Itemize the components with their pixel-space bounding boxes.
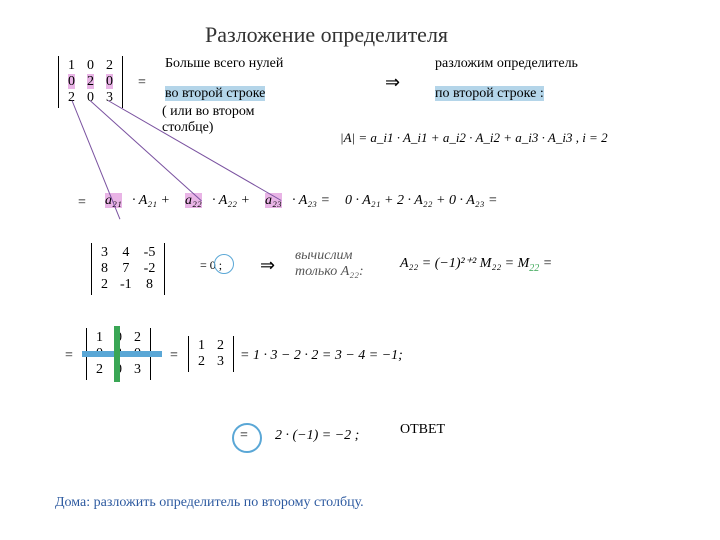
note-or-col: ( или во втором столбце)	[162, 104, 302, 136]
note-second-row: во второй строке	[165, 86, 265, 102]
answer-label: ОТВЕТ	[400, 422, 440, 438]
note-expand: разложим определитель	[435, 56, 615, 72]
A22-term: · A₂₂ +	[212, 193, 250, 209]
values-line: 0 · A₂₁ + 2 · A₂₂ + 0 · A₂₃ =	[345, 193, 497, 209]
equals-1: =	[138, 75, 146, 91]
minor-eq-prefix: =	[65, 348, 73, 364]
page-title: Разложение определителя	[205, 22, 448, 48]
final-calc: 2 · (−1) = −2 ;	[275, 428, 359, 444]
homework: Дома: разложить определитель по второму …	[55, 495, 455, 511]
compute-text: вычислим только A₂₂:	[295, 248, 395, 280]
A23-term: · A₂₃ =	[292, 193, 330, 209]
matrix-2x2: 12 23	[192, 338, 230, 370]
matrix-small: 34-5 87-2 2-18	[95, 245, 161, 293]
strike-row	[82, 351, 162, 357]
arrow-1: ⇒	[385, 72, 400, 93]
zero-circle	[214, 254, 234, 274]
matrix-main: 102 020 203	[62, 58, 119, 106]
strike-col	[114, 326, 120, 382]
a22-term: a₂₂	[185, 193, 202, 209]
note-by-row: по второй строке :	[435, 86, 544, 102]
A21-term: · A₂₁ +	[132, 193, 170, 209]
note-most-zeros: Больше всего нулей	[165, 56, 295, 72]
final-eq: =	[240, 428, 248, 444]
general-formula: |A| = a_i1 · A_i1 + a_i2 · A_i2 + a_i3 ·…	[340, 130, 608, 146]
minor-calc: = 1 · 3 − 2 · 2 = 3 − 4 = −1;	[240, 348, 403, 364]
expansion-eq: =	[78, 195, 86, 211]
a22-formula: A₂₂ = (−1)²⁺² M₂₂ = M22 =	[400, 255, 552, 274]
minor-mid-eq: =	[170, 348, 178, 364]
arrow-2: ⇒	[260, 255, 275, 276]
